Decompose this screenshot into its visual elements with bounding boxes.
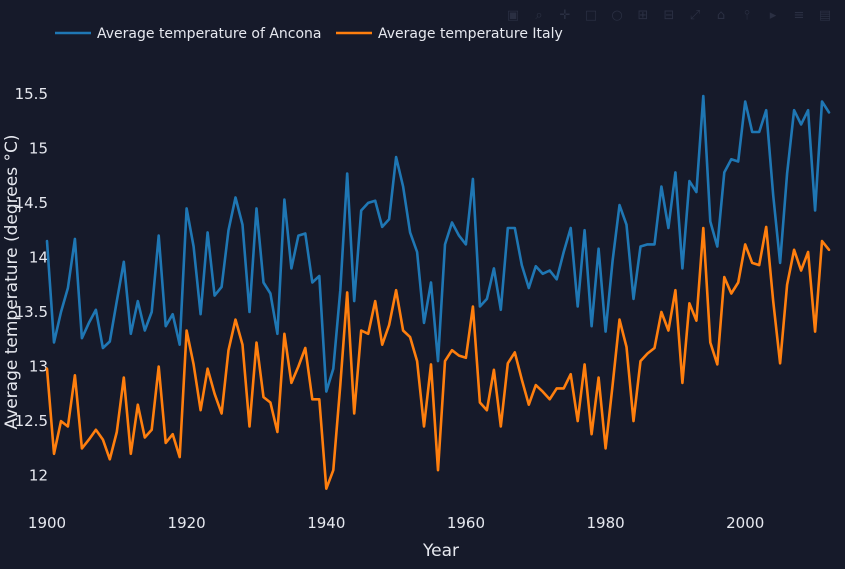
x-tick-label: 1920: [168, 514, 206, 532]
spike-lines-icon[interactable]: ⫯: [734, 6, 760, 26]
lasso-icon[interactable]: ○: [604, 6, 630, 26]
x-tick-label: 1900: [28, 514, 66, 532]
box-select-icon[interactable]: □: [578, 6, 604, 26]
zoom-in-icon[interactable]: ⊞: [630, 6, 656, 26]
y-tick-label: 14: [29, 248, 48, 266]
x-axis-title: Year: [422, 541, 459, 561]
reset-axes-icon[interactable]: ⌂: [708, 6, 734, 26]
x-tick-label: 1980: [586, 514, 624, 532]
y-tick-label: 15: [29, 139, 48, 157]
y-axis-title: Average temperature (degrees °C): [2, 135, 22, 430]
zoom-out-icon[interactable]: ⊟: [656, 6, 682, 26]
autoscale-icon[interactable]: ⤢: [682, 6, 708, 26]
hover-compare-icon[interactable]: ≡: [786, 6, 812, 26]
y-tick-label: 13: [29, 358, 48, 376]
x-tick-label: 1940: [307, 514, 345, 532]
legend-label: Average temperature Italy: [378, 26, 563, 42]
x-tick-label: 1960: [447, 514, 485, 532]
legend-label: Average temperature of Ancona: [97, 26, 322, 42]
legend[interactable]: Average temperature of Ancona Average tem…: [55, 26, 563, 42]
y-tick-label: 15.5: [15, 85, 48, 103]
pan-icon[interactable]: ✛: [552, 6, 578, 26]
modebar: ▣ ⌕ ✛ □ ○ ⊞ ⊟ ⤢ ⌂ ⫯ ▸ ≡ ▤: [500, 6, 838, 26]
zoom-icon[interactable]: ⌕: [526, 6, 552, 26]
hover-closest-icon[interactable]: ▸: [760, 6, 786, 26]
x-tick-label: 2000: [726, 514, 764, 532]
y-tick-label: 12: [29, 467, 48, 485]
camera-icon[interactable]: ▣: [500, 6, 526, 26]
plotly-logo-icon[interactable]: ▤: [812, 6, 838, 26]
